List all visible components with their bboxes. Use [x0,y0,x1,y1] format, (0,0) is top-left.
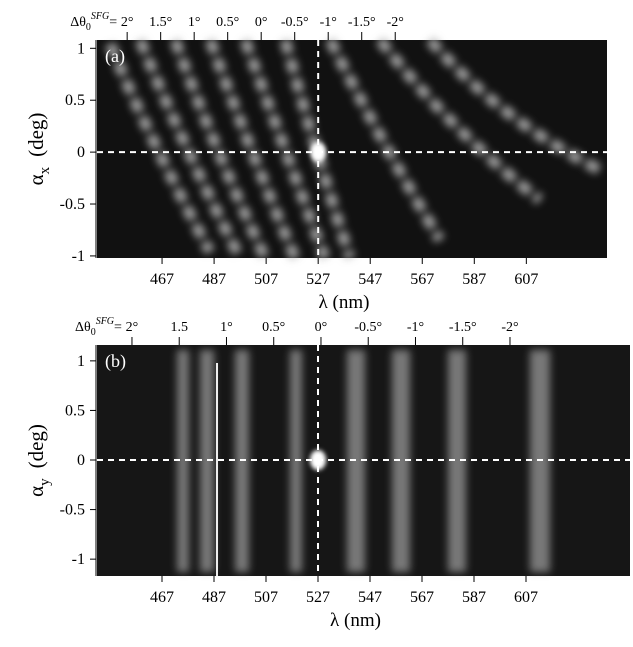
x2-label-sub: 0 [86,22,91,33]
x-tick-label: 467 [150,589,174,606]
panel-label: (a) [105,46,125,67]
x2-tick-label: 2° [126,320,139,335]
x2-label-symbol: Δθ [75,320,91,335]
x2-label-sub: 0 [91,327,96,338]
x2-label-sup: SFG [96,316,114,327]
x-tick-label: 547 [358,589,382,606]
x2-tick-label: 0.5° [216,15,239,30]
x-tick-label: 587 [462,589,486,606]
x2-tick-label: -0.5° [354,320,382,335]
x2-tick-label: 0° [315,320,328,335]
x-axis-label: λ (nm) [319,292,370,313]
x2-tick-label: -1.5° [449,320,477,335]
x-tick-label: 587 [462,271,486,288]
y-tick-label: -1 [72,551,85,568]
x-tick-label: 607 [514,589,538,606]
x2-axis-label: Δθ0SFG= [75,316,122,338]
x2-tick-label: 2° [121,15,134,30]
x2-tick-label: -1° [407,320,424,335]
y-label-unit: (deg) [24,113,48,157]
y-tick-label: -1 [72,248,85,265]
x2-axis-label: Δθ0SFG= [70,11,117,33]
x2-tick-label: 1.5 [170,320,188,335]
y-tick-label: 1 [77,353,85,370]
x2-tick-label: 0.5° [262,320,285,335]
y-label-unit: (deg) [24,424,48,468]
y-axis-label: αy (deg) [24,424,53,497]
y-tick-label: 1 [77,40,85,57]
y-tick-label: 0 [77,144,85,161]
x2-tick-label: -1.5° [348,15,376,30]
image-background [97,40,607,258]
x-tick-label: 527 [306,271,330,288]
center-spot [310,142,327,163]
y-tick-label: 0.5 [65,92,85,109]
y-tick-label: 0 [77,452,85,469]
x-tick-label: 567 [410,589,434,606]
image-panel-a [97,36,607,261]
x2-tick-label: -2° [387,15,404,30]
y-tick-label: -0.5 [60,502,85,519]
y-label-sub: y [37,478,53,486]
x2-tick-label: -1° [320,15,337,30]
y-axis-label: αx (deg) [24,113,53,186]
x-tick-label: 487 [202,589,226,606]
streaks [104,36,603,261]
x2-tick-label: -0.5° [281,15,309,30]
y-tick-label: -0.5 [60,196,85,213]
x-tick-label: 507 [254,271,278,288]
x2-tick-label: 1° [220,320,233,335]
center-spot [310,450,326,471]
x-tick-label: 467 [150,271,174,288]
y-label-symbol: α [24,486,48,497]
x2-tick-label: 1° [188,15,201,30]
x-axis-label: λ (nm) [330,610,381,631]
panel-label: (b) [105,351,126,372]
x2-label-symbol: Δθ [70,15,86,30]
y-label-symbol: α [24,174,48,185]
x2-label-sup: SFG [91,11,109,22]
x-tick-label: 607 [514,271,538,288]
x-tick-label: 527 [306,589,330,606]
x2-label-eq: = [109,15,117,30]
x-tick-label: 567 [410,271,434,288]
x-tick-label: 507 [254,589,278,606]
x-tick-label: 487 [202,271,226,288]
x2-tick-label: 0° [255,15,268,30]
x2-label-eq: = [114,320,122,335]
x2-tick-label: -2° [501,320,518,335]
x-tick-label: 547 [358,271,382,288]
y-label-sub: x [37,166,53,174]
y-tick-label: 0.5 [65,402,85,419]
x2-tick-label: 1.5° [149,15,172,30]
